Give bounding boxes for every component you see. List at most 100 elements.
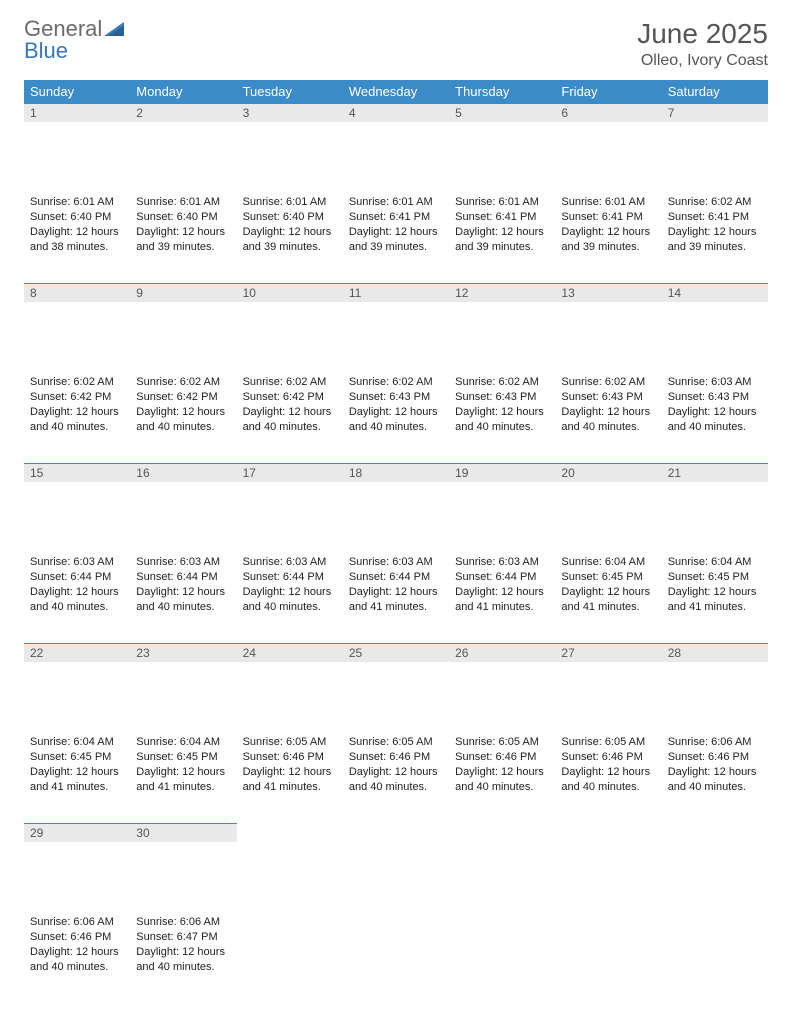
day-content-cell: Sunrise: 6:03 AMSunset: 6:44 PMDaylight:…	[237, 553, 343, 643]
daylight-text: Daylight: 12 hours and 40 minutes.	[30, 585, 124, 615]
day-content-cell: Sunrise: 6:02 AMSunset: 6:43 PMDaylight:…	[449, 373, 555, 463]
day-number: 3	[237, 103, 343, 122]
daylight-text: Daylight: 12 hours and 39 minutes.	[561, 225, 655, 255]
day-cell: Sunrise: 6:01 AMSunset: 6:41 PMDaylight:…	[449, 193, 555, 264]
day-number: 26	[449, 643, 555, 662]
day-number-cell: 17	[237, 463, 343, 553]
daylight-text: Daylight: 12 hours and 39 minutes.	[136, 225, 230, 255]
day-number-cell: 5	[449, 103, 555, 193]
day-number: 29	[24, 823, 130, 842]
sunset-text: Sunset: 6:42 PM	[243, 390, 337, 405]
day-number-cell: 8	[24, 283, 130, 373]
sunrise-text: Sunrise: 6:02 AM	[455, 375, 549, 390]
day-number: 17	[237, 463, 343, 482]
day-number: 23	[130, 643, 236, 662]
day-number-cell: 4	[343, 103, 449, 193]
day-number-cell: 3	[237, 103, 343, 193]
daylight-text: Daylight: 12 hours and 40 minutes.	[136, 585, 230, 615]
sunrise-text: Sunrise: 6:03 AM	[136, 555, 230, 570]
day-content-cell: Sunrise: 6:03 AMSunset: 6:44 PMDaylight:…	[343, 553, 449, 643]
day-cell: Sunrise: 6:05 AMSunset: 6:46 PMDaylight:…	[237, 733, 343, 804]
day-content-row: Sunrise: 6:01 AMSunset: 6:40 PMDaylight:…	[24, 193, 768, 283]
day-content-cell: Sunrise: 6:01 AMSunset: 6:41 PMDaylight:…	[343, 193, 449, 283]
sunset-text: Sunset: 6:42 PM	[136, 390, 230, 405]
calendar-table: Sunday Monday Tuesday Wednesday Thursday…	[24, 80, 768, 1003]
day-content-row: Sunrise: 6:06 AMSunset: 6:46 PMDaylight:…	[24, 913, 768, 1003]
day-number: 2	[130, 103, 236, 122]
weekday-header: Tuesday	[237, 80, 343, 103]
daylight-text: Daylight: 12 hours and 40 minutes.	[136, 945, 230, 975]
daynum-row: 22232425262728	[24, 643, 768, 733]
day-content-cell: Sunrise: 6:05 AMSunset: 6:46 PMDaylight:…	[237, 733, 343, 823]
sunrise-text: Sunrise: 6:04 AM	[136, 735, 230, 750]
day-cell: Sunrise: 6:02 AMSunset: 6:42 PMDaylight:…	[237, 373, 343, 444]
day-number-cell: 28	[662, 643, 768, 733]
daylight-text: Daylight: 12 hours and 41 minutes.	[561, 585, 655, 615]
daylight-text: Daylight: 12 hours and 41 minutes.	[136, 765, 230, 795]
page: General Blue June 2025 Olleo, Ivory Coas…	[0, 0, 792, 1021]
sunrise-text: Sunrise: 6:03 AM	[668, 375, 762, 390]
day-cell: Sunrise: 6:04 AMSunset: 6:45 PMDaylight:…	[662, 553, 768, 624]
location-text: Olleo, Ivory Coast	[637, 52, 768, 70]
day-content-cell: Sunrise: 6:04 AMSunset: 6:45 PMDaylight:…	[130, 733, 236, 823]
day-number-cell: 23	[130, 643, 236, 733]
day-cell: Sunrise: 6:02 AMSunset: 6:43 PMDaylight:…	[555, 373, 661, 444]
day-content-cell: Sunrise: 6:02 AMSunset: 6:43 PMDaylight:…	[555, 373, 661, 463]
weekday-header: Wednesday	[343, 80, 449, 103]
sunset-text: Sunset: 6:40 PM	[136, 210, 230, 225]
day-number: 20	[555, 463, 661, 482]
sunrise-text: Sunrise: 6:02 AM	[561, 375, 655, 390]
day-number-cell: 30	[130, 823, 236, 913]
sunrise-text: Sunrise: 6:06 AM	[30, 915, 124, 930]
day-number: 11	[343, 283, 449, 302]
day-content-cell: Sunrise: 6:02 AMSunset: 6:42 PMDaylight:…	[237, 373, 343, 463]
day-content-cell: Sunrise: 6:03 AMSunset: 6:44 PMDaylight:…	[24, 553, 130, 643]
day-content-cell: Sunrise: 6:02 AMSunset: 6:42 PMDaylight:…	[130, 373, 236, 463]
day-number: 19	[449, 463, 555, 482]
day-number-cell: 19	[449, 463, 555, 553]
calendar-body: 1234567Sunrise: 6:01 AMSunset: 6:40 PMDa…	[24, 103, 768, 1003]
daylight-text: Daylight: 12 hours and 40 minutes.	[349, 765, 443, 795]
daylight-text: Daylight: 12 hours and 39 minutes.	[243, 225, 337, 255]
day-number-cell: 26	[449, 643, 555, 733]
day-number: 1	[24, 103, 130, 122]
daylight-text: Daylight: 12 hours and 40 minutes.	[455, 765, 549, 795]
sunrise-text: Sunrise: 6:02 AM	[30, 375, 124, 390]
title-block: June 2025 Olleo, Ivory Coast	[637, 18, 768, 70]
daylight-text: Daylight: 12 hours and 40 minutes.	[455, 405, 549, 435]
empty-cell	[449, 913, 555, 1003]
day-number-cell: 24	[237, 643, 343, 733]
sunrise-text: Sunrise: 6:05 AM	[561, 735, 655, 750]
sunrise-text: Sunrise: 6:03 AM	[455, 555, 549, 570]
day-content-cell: Sunrise: 6:05 AMSunset: 6:46 PMDaylight:…	[555, 733, 661, 823]
day-number: 9	[130, 283, 236, 302]
sunset-text: Sunset: 6:43 PM	[561, 390, 655, 405]
day-cell: Sunrise: 6:06 AMSunset: 6:46 PMDaylight:…	[24, 913, 130, 984]
sunset-text: Sunset: 6:41 PM	[561, 210, 655, 225]
day-cell: Sunrise: 6:03 AMSunset: 6:44 PMDaylight:…	[237, 553, 343, 624]
day-content-cell: Sunrise: 6:06 AMSunset: 6:46 PMDaylight:…	[662, 733, 768, 823]
sunrise-text: Sunrise: 6:02 AM	[243, 375, 337, 390]
day-cell: Sunrise: 6:03 AMSunset: 6:44 PMDaylight:…	[343, 553, 449, 624]
day-number-cell: 13	[555, 283, 661, 373]
day-content-row: Sunrise: 6:02 AMSunset: 6:42 PMDaylight:…	[24, 373, 768, 463]
logo-word2: Blue	[24, 40, 102, 62]
daylight-text: Daylight: 12 hours and 40 minutes.	[561, 405, 655, 435]
sunset-text: Sunset: 6:46 PM	[349, 750, 443, 765]
day-number-cell: 27	[555, 643, 661, 733]
empty-cell	[343, 823, 449, 913]
logo-triangle-icon	[104, 20, 128, 40]
day-number: 14	[662, 283, 768, 302]
day-cell: Sunrise: 6:01 AMSunset: 6:40 PMDaylight:…	[130, 193, 236, 264]
sunrise-text: Sunrise: 6:04 AM	[561, 555, 655, 570]
day-number-cell: 14	[662, 283, 768, 373]
daynum-row: 15161718192021	[24, 463, 768, 553]
sunset-text: Sunset: 6:41 PM	[455, 210, 549, 225]
day-cell: Sunrise: 6:01 AMSunset: 6:41 PMDaylight:…	[343, 193, 449, 264]
sunset-text: Sunset: 6:43 PM	[455, 390, 549, 405]
day-number: 6	[555, 103, 661, 122]
sunset-text: Sunset: 6:44 PM	[136, 570, 230, 585]
daylight-text: Daylight: 12 hours and 41 minutes.	[668, 585, 762, 615]
day-content-cell: Sunrise: 6:01 AMSunset: 6:40 PMDaylight:…	[237, 193, 343, 283]
sunrise-text: Sunrise: 6:04 AM	[30, 735, 124, 750]
